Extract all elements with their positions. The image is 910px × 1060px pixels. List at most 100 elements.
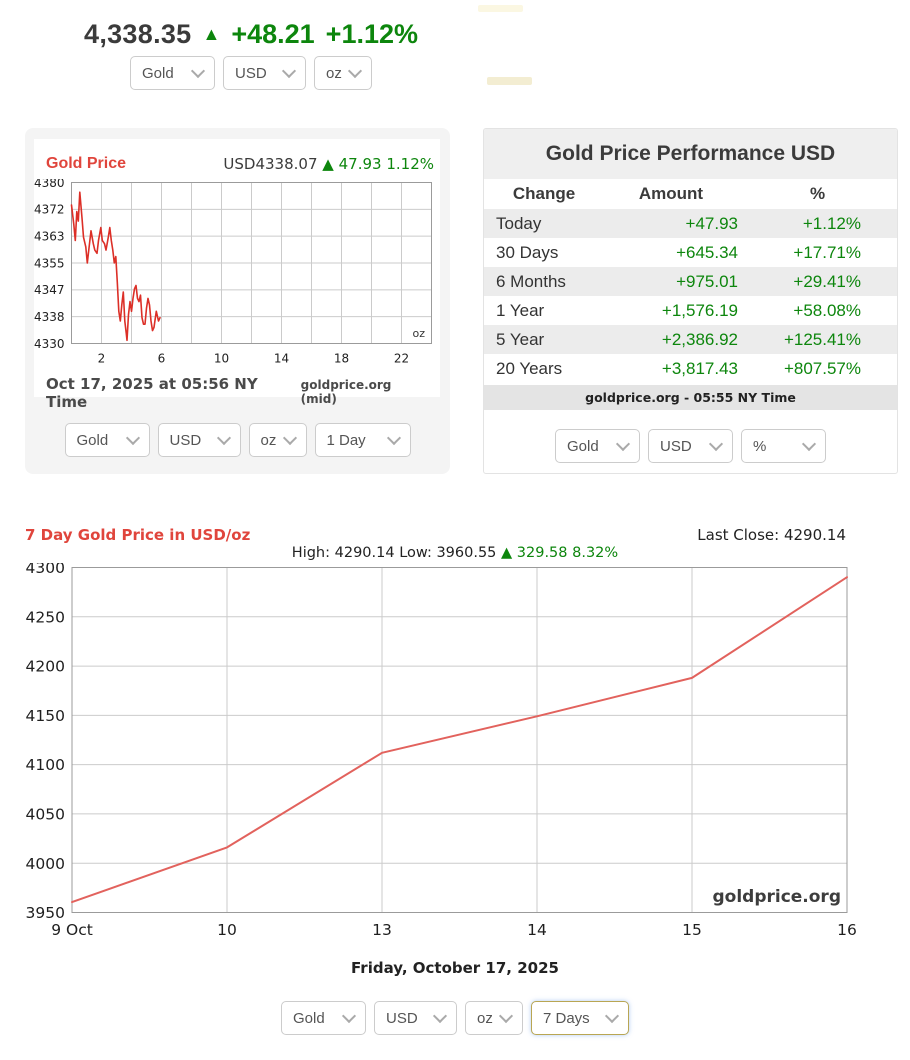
row-amount: +1,576.19	[661, 300, 738, 320]
unit-select-value: oz	[260, 431, 277, 449]
metal-select[interactable]: Gold	[64, 423, 150, 457]
unit-select[interactable]: oz	[248, 423, 307, 457]
svg-text:4372: 4372	[34, 203, 65, 217]
svg-text:4000: 4000	[26, 855, 65, 873]
svg-text:4330: 4330	[34, 337, 65, 351]
row-label: Today	[496, 213, 542, 233]
chevron-down-icon	[708, 436, 724, 452]
svg-text:2: 2	[98, 352, 106, 366]
metal-select-value: Gold	[142, 64, 174, 82]
perf-row-30-days: 30 Days +645.34 +17.71%	[484, 238, 897, 267]
display-mode-value: %	[753, 437, 767, 455]
period-select-value: 7 Days	[543, 1009, 590, 1027]
spot-change-percent: +1.12%	[325, 18, 418, 49]
chevron-down-icon	[801, 436, 817, 452]
svg-text:4363: 4363	[34, 229, 65, 243]
metal-select[interactable]: Gold	[555, 429, 640, 463]
mini-chart-timestamp: Oct 17, 2025 at 05:56 NY Time	[46, 375, 258, 411]
unit-select[interactable]: oz	[465, 1001, 523, 1035]
row-percent: +807.57%	[783, 358, 861, 378]
svg-text:14: 14	[274, 352, 289, 366]
perf-row-20-years: 20 Years +3,817.43 +807.57%	[484, 354, 897, 383]
chart-date-caption: Friday, October 17, 2025	[351, 959, 559, 977]
svg-text:4100: 4100	[26, 756, 65, 774]
mini-chart-quote: USD4338.07 ▲ 47.93 1.12%	[223, 155, 434, 173]
svg-text:3950: 3950	[26, 904, 65, 922]
chevron-down-icon	[604, 1008, 620, 1024]
seven-day-change: ▲ 329.58 8.32%	[501, 545, 619, 561]
row-percent: +29.41%	[793, 271, 861, 291]
perf-row-1-year: 1 Year +1,576.19 +58.08%	[484, 296, 897, 325]
mini-chart-panel: Gold Price USD4338.07 ▲ 47.93 1.12% 4380…	[34, 139, 440, 411]
row-label: 5 Year	[496, 329, 545, 349]
svg-text:15: 15	[682, 921, 702, 939]
currency-select[interactable]: USD	[157, 423, 241, 457]
metal-select[interactable]: Gold	[130, 56, 215, 90]
currency-select[interactable]: USD	[374, 1001, 457, 1035]
seven-day-section: 7 Day Gold Price in USD/oz Last Close: 4…	[0, 526, 910, 1035]
seven-day-title: 7 Day Gold Price in USD/oz	[25, 526, 251, 544]
quote-price: USD4338.07	[223, 155, 318, 173]
currency-select-value: USD	[386, 1009, 418, 1027]
metal-select-value: Gold	[567, 437, 599, 455]
svg-text:4338: 4338	[34, 310, 65, 324]
currency-select-value: USD	[169, 431, 202, 449]
row-label: 1 Year	[496, 300, 545, 320]
chevron-down-icon	[125, 430, 140, 446]
currency-select[interactable]: USD	[648, 429, 733, 463]
performance-card: Gold Price Performance USD Change Amount…	[483, 128, 898, 474]
perf-row-5-year: 5 Year +2,386.92 +125.41%	[484, 325, 897, 354]
chevron-down-icon	[341, 1008, 357, 1024]
row-amount: +3,817.43	[661, 358, 738, 378]
up-arrow-icon: ▲	[322, 155, 334, 173]
perf-dropdown-row: Gold USD %	[484, 429, 897, 463]
metal-select[interactable]: Gold	[281, 1001, 366, 1035]
chevron-down-icon	[347, 63, 363, 79]
stray-artifact	[478, 5, 523, 12]
spot-price-line: 4,338.35 ▲ +48.21 +1.12%	[16, 16, 486, 52]
mini-chart-source: goldprice.org (mid)	[300, 378, 392, 406]
row-label: 30 Days	[496, 242, 559, 262]
svg-text:oz: oz	[412, 327, 425, 340]
unit-select[interactable]: oz	[314, 56, 372, 90]
svg-text:10: 10	[214, 352, 229, 366]
svg-text:9 Oct: 9 Oct	[51, 921, 93, 939]
currency-select[interactable]: USD	[223, 56, 306, 90]
svg-text:4250: 4250	[26, 608, 65, 626]
chevron-down-icon	[281, 63, 297, 79]
chevron-down-icon	[432, 1008, 448, 1024]
performance-card-title: Gold Price Performance USD	[484, 129, 897, 179]
row-percent: +58.08%	[793, 300, 861, 320]
perf-row-today: Today +47.93 +1.12%	[484, 209, 897, 238]
mini-chart-dropdown-row: Gold USD oz 1 Day	[34, 423, 441, 457]
col-change: Change	[512, 184, 576, 203]
svg-text:10: 10	[217, 921, 237, 939]
svg-text:6: 6	[158, 352, 166, 366]
stray-artifact	[487, 77, 532, 85]
svg-text:16: 16	[837, 921, 857, 939]
last-close-label: Last Close: 4290.14	[697, 526, 846, 544]
svg-text:4200: 4200	[26, 658, 65, 676]
row-label: 6 Months	[496, 271, 566, 291]
svg-text:22: 22	[394, 352, 409, 366]
col-amount: Amount	[638, 184, 704, 203]
row-percent: +125.41%	[783, 329, 861, 349]
mini-chart-title: Gold Price	[46, 155, 127, 172]
svg-text:14: 14	[527, 921, 547, 939]
period-select[interactable]: 7 Days	[531, 1001, 629, 1035]
chevron-down-icon	[615, 436, 631, 452]
svg-text:18: 18	[334, 352, 349, 366]
up-arrow-icon: ▲	[202, 24, 221, 44]
chevron-down-icon	[216, 430, 231, 446]
period-select[interactable]: 1 Day	[314, 423, 411, 457]
currency-select-value: USD	[660, 437, 692, 455]
svg-text:goldprice.org: goldprice.org	[712, 887, 841, 907]
high-low-line: High: 4290.14 Low: 3960.55 ▲ 329.58 8.32…	[0, 545, 910, 561]
header-dropdown-row: Gold USD oz	[16, 56, 486, 90]
col-percent: %	[809, 184, 826, 203]
display-mode-select[interactable]: %	[741, 429, 826, 463]
perf-row-6-months: 6 Months +975.01 +29.41%	[484, 267, 897, 296]
svg-text:4150: 4150	[26, 707, 65, 725]
